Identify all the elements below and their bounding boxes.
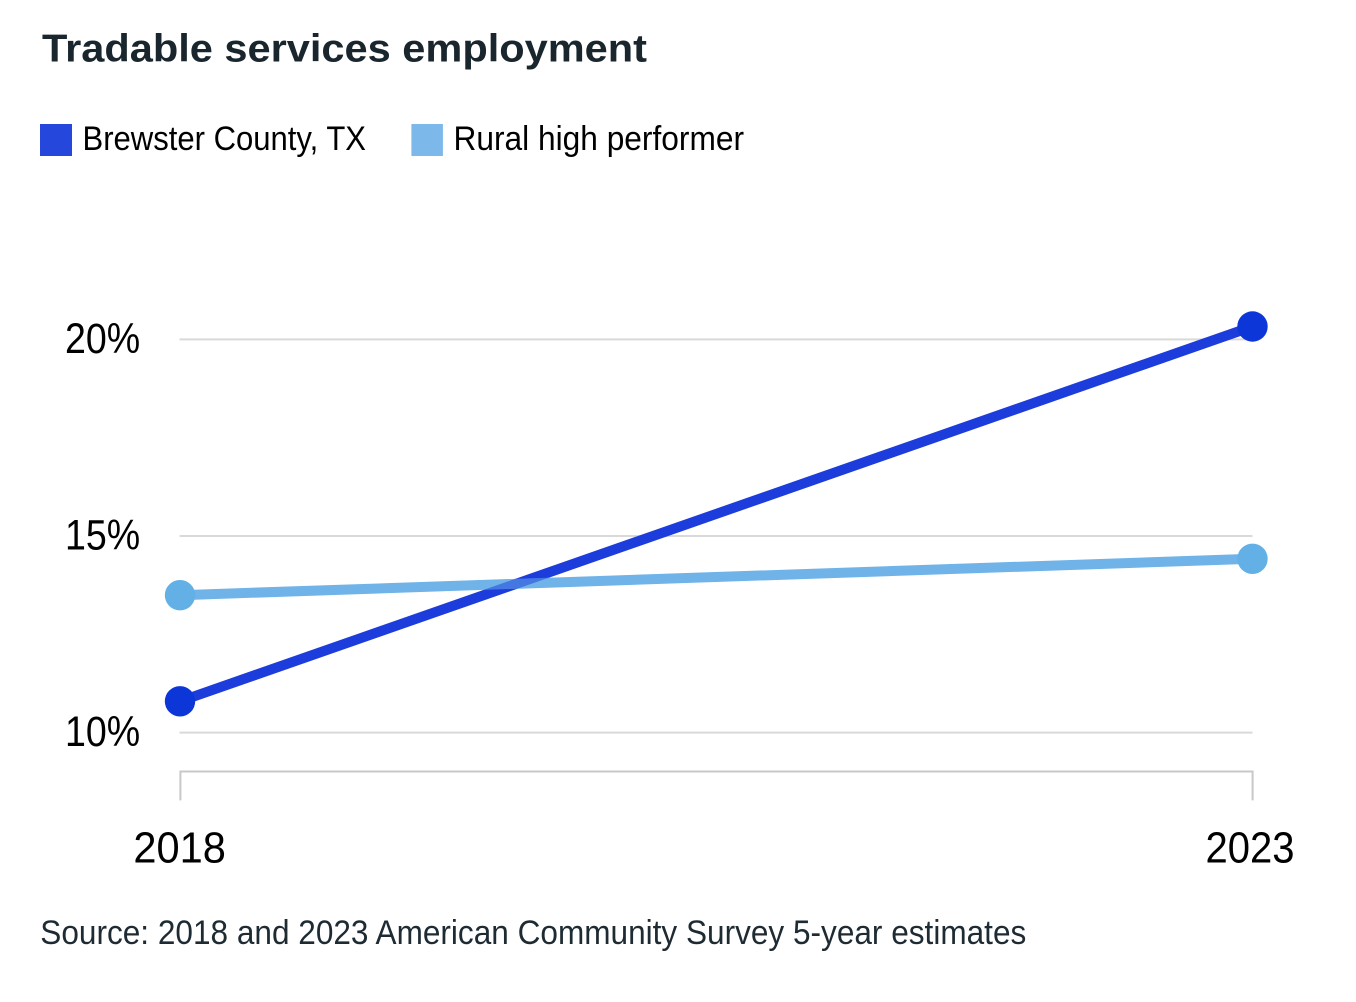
svg-text:Brewster County, TX: Brewster County, TX xyxy=(83,120,367,158)
svg-text:15%: 15% xyxy=(65,512,140,560)
svg-text:2023: 2023 xyxy=(1206,824,1295,873)
svg-text:Tradable services employment: Tradable services employment xyxy=(42,28,647,71)
svg-text:10%: 10% xyxy=(65,708,140,756)
svg-text:Rural high performer: Rural high performer xyxy=(454,120,745,158)
svg-text:Source: 2018 and 2023 American: Source: 2018 and 2023 American Community… xyxy=(40,914,1026,952)
svg-text:20%: 20% xyxy=(65,315,140,363)
svg-text:2018: 2018 xyxy=(133,824,226,873)
